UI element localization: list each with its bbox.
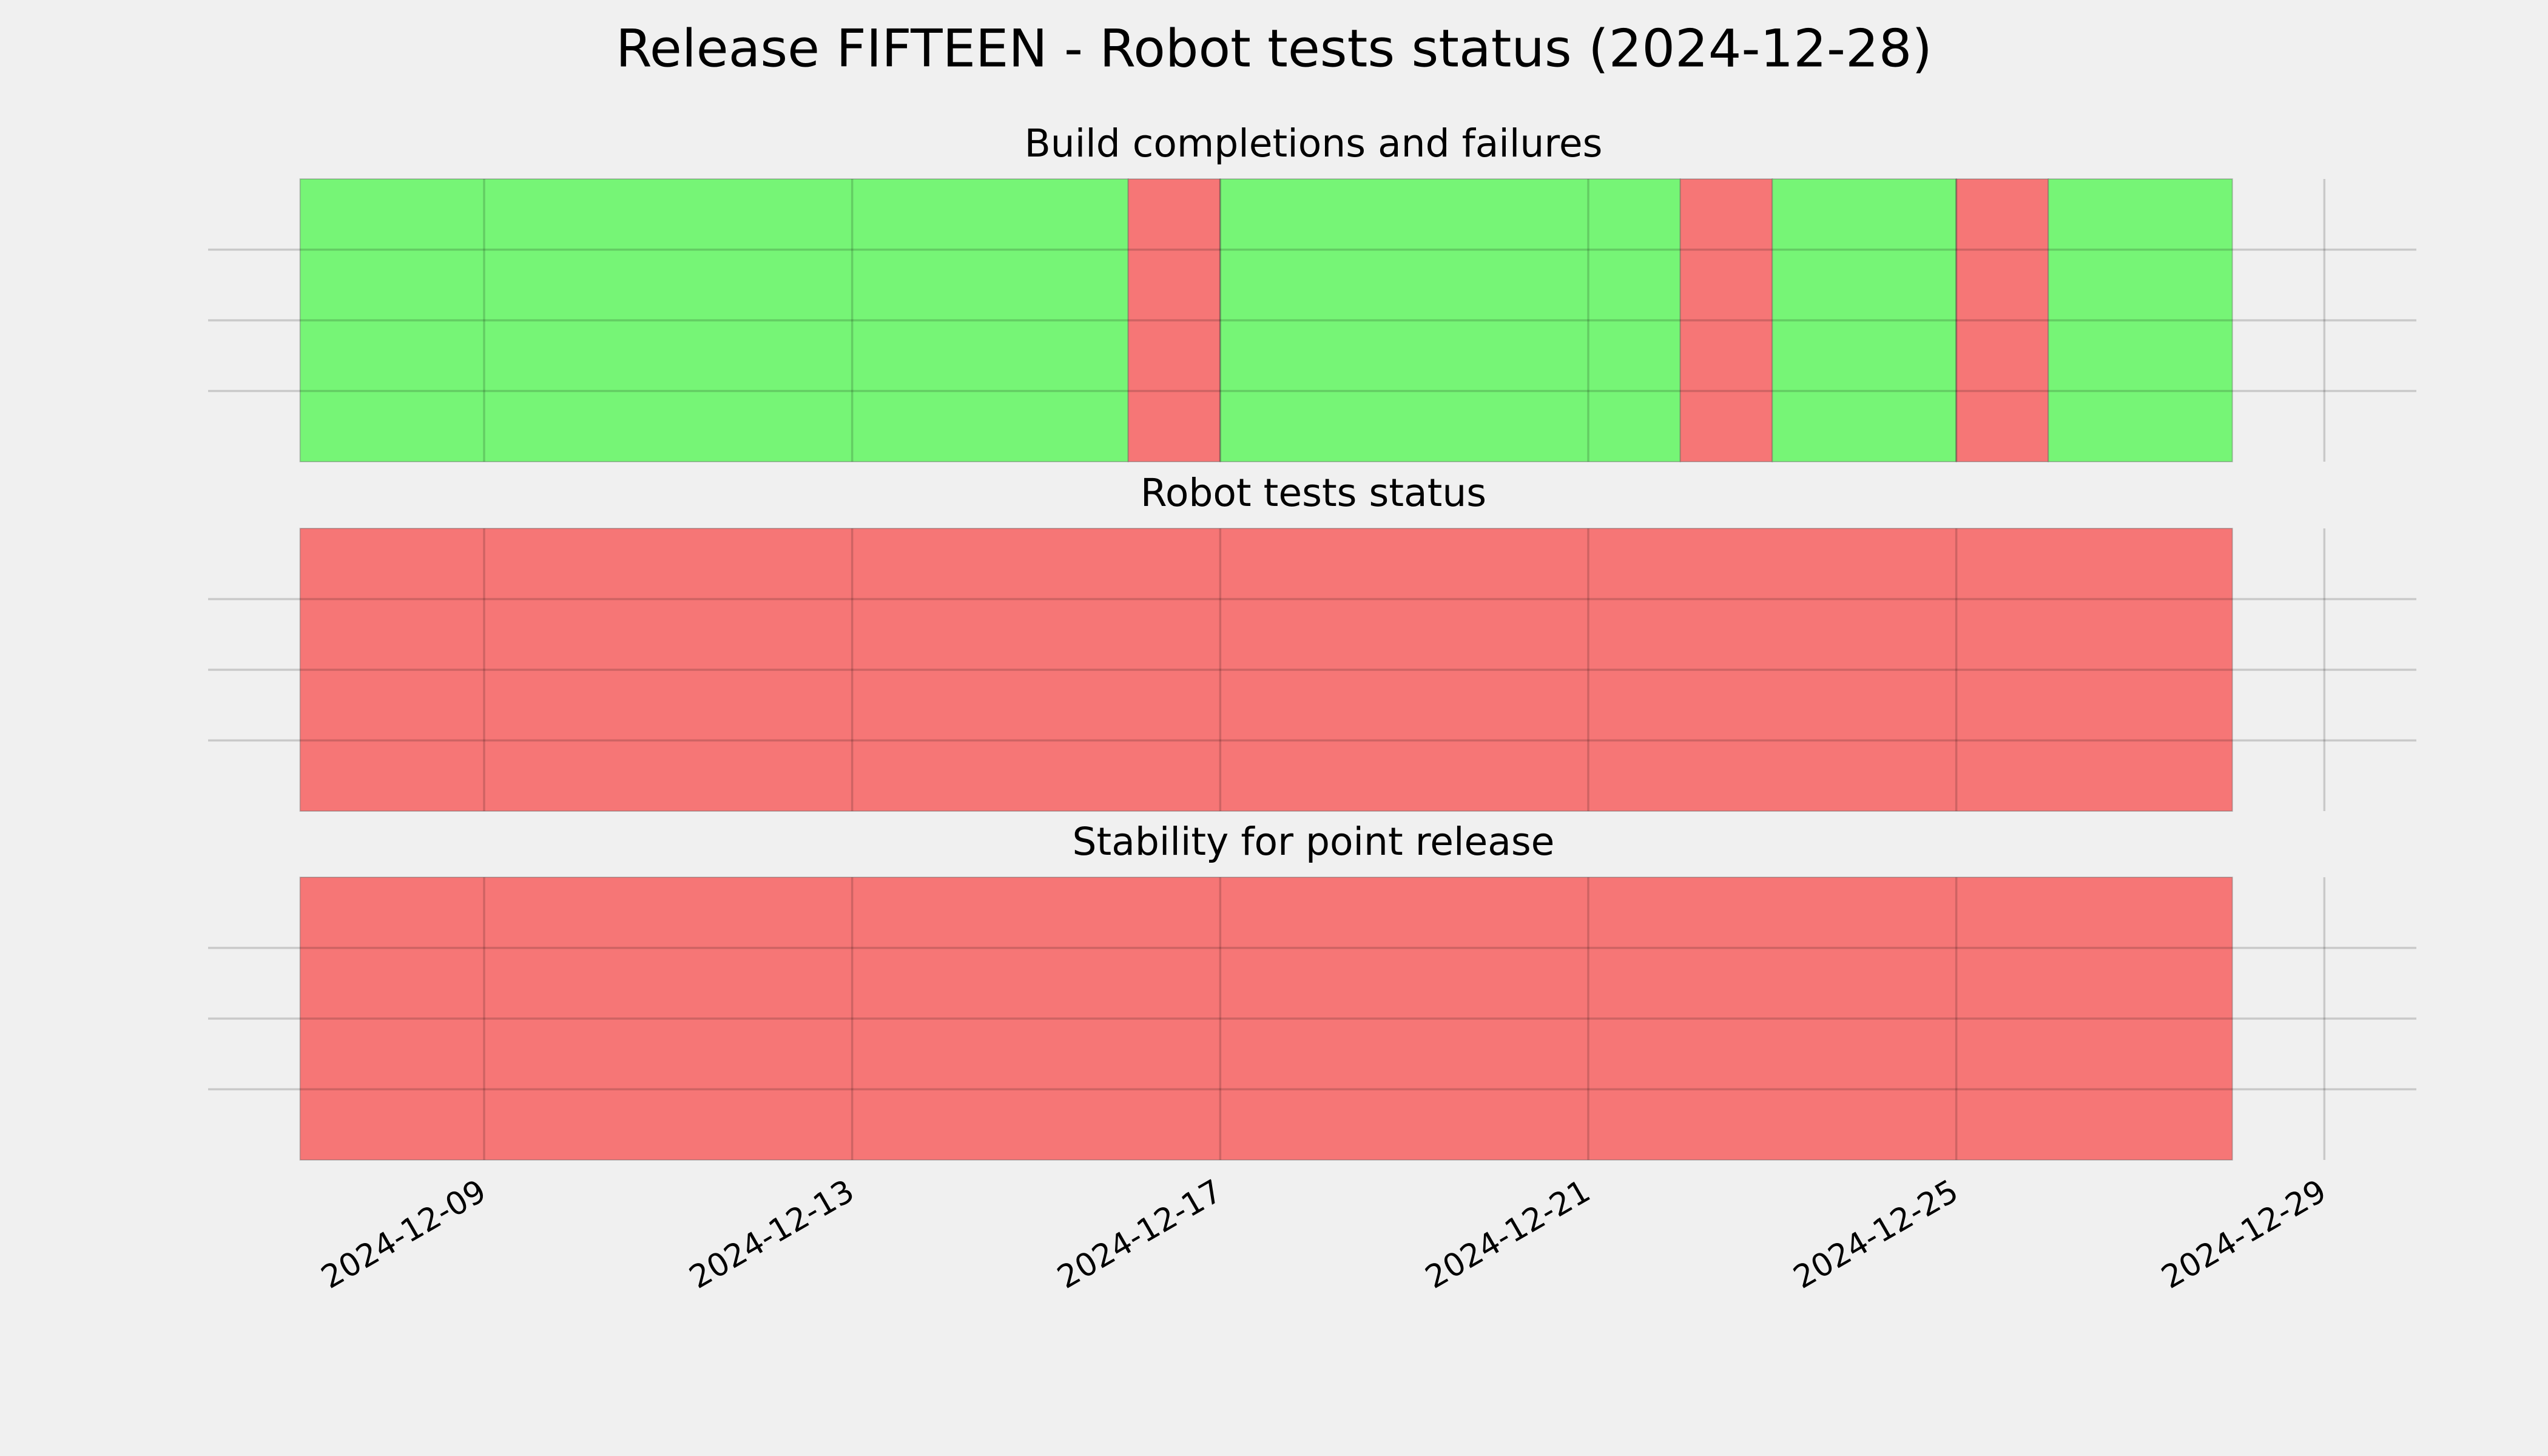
status-span xyxy=(299,528,2233,812)
status-span xyxy=(1679,178,1773,462)
subplot-title: Robot tests status xyxy=(1141,471,1486,515)
status-span xyxy=(1219,178,1681,462)
status-span xyxy=(2048,178,2233,462)
status-span xyxy=(299,178,1129,462)
status-span xyxy=(1955,178,2049,462)
subplot-title: Stability for point release xyxy=(1073,820,1555,864)
status-span xyxy=(1127,178,1221,462)
chart-title: Release FIFTEEN - Robot tests status (20… xyxy=(616,18,1932,79)
subplot-title: Build completions and failures xyxy=(1025,121,1603,166)
status-span xyxy=(299,877,2233,1161)
status-span xyxy=(1771,178,1957,462)
